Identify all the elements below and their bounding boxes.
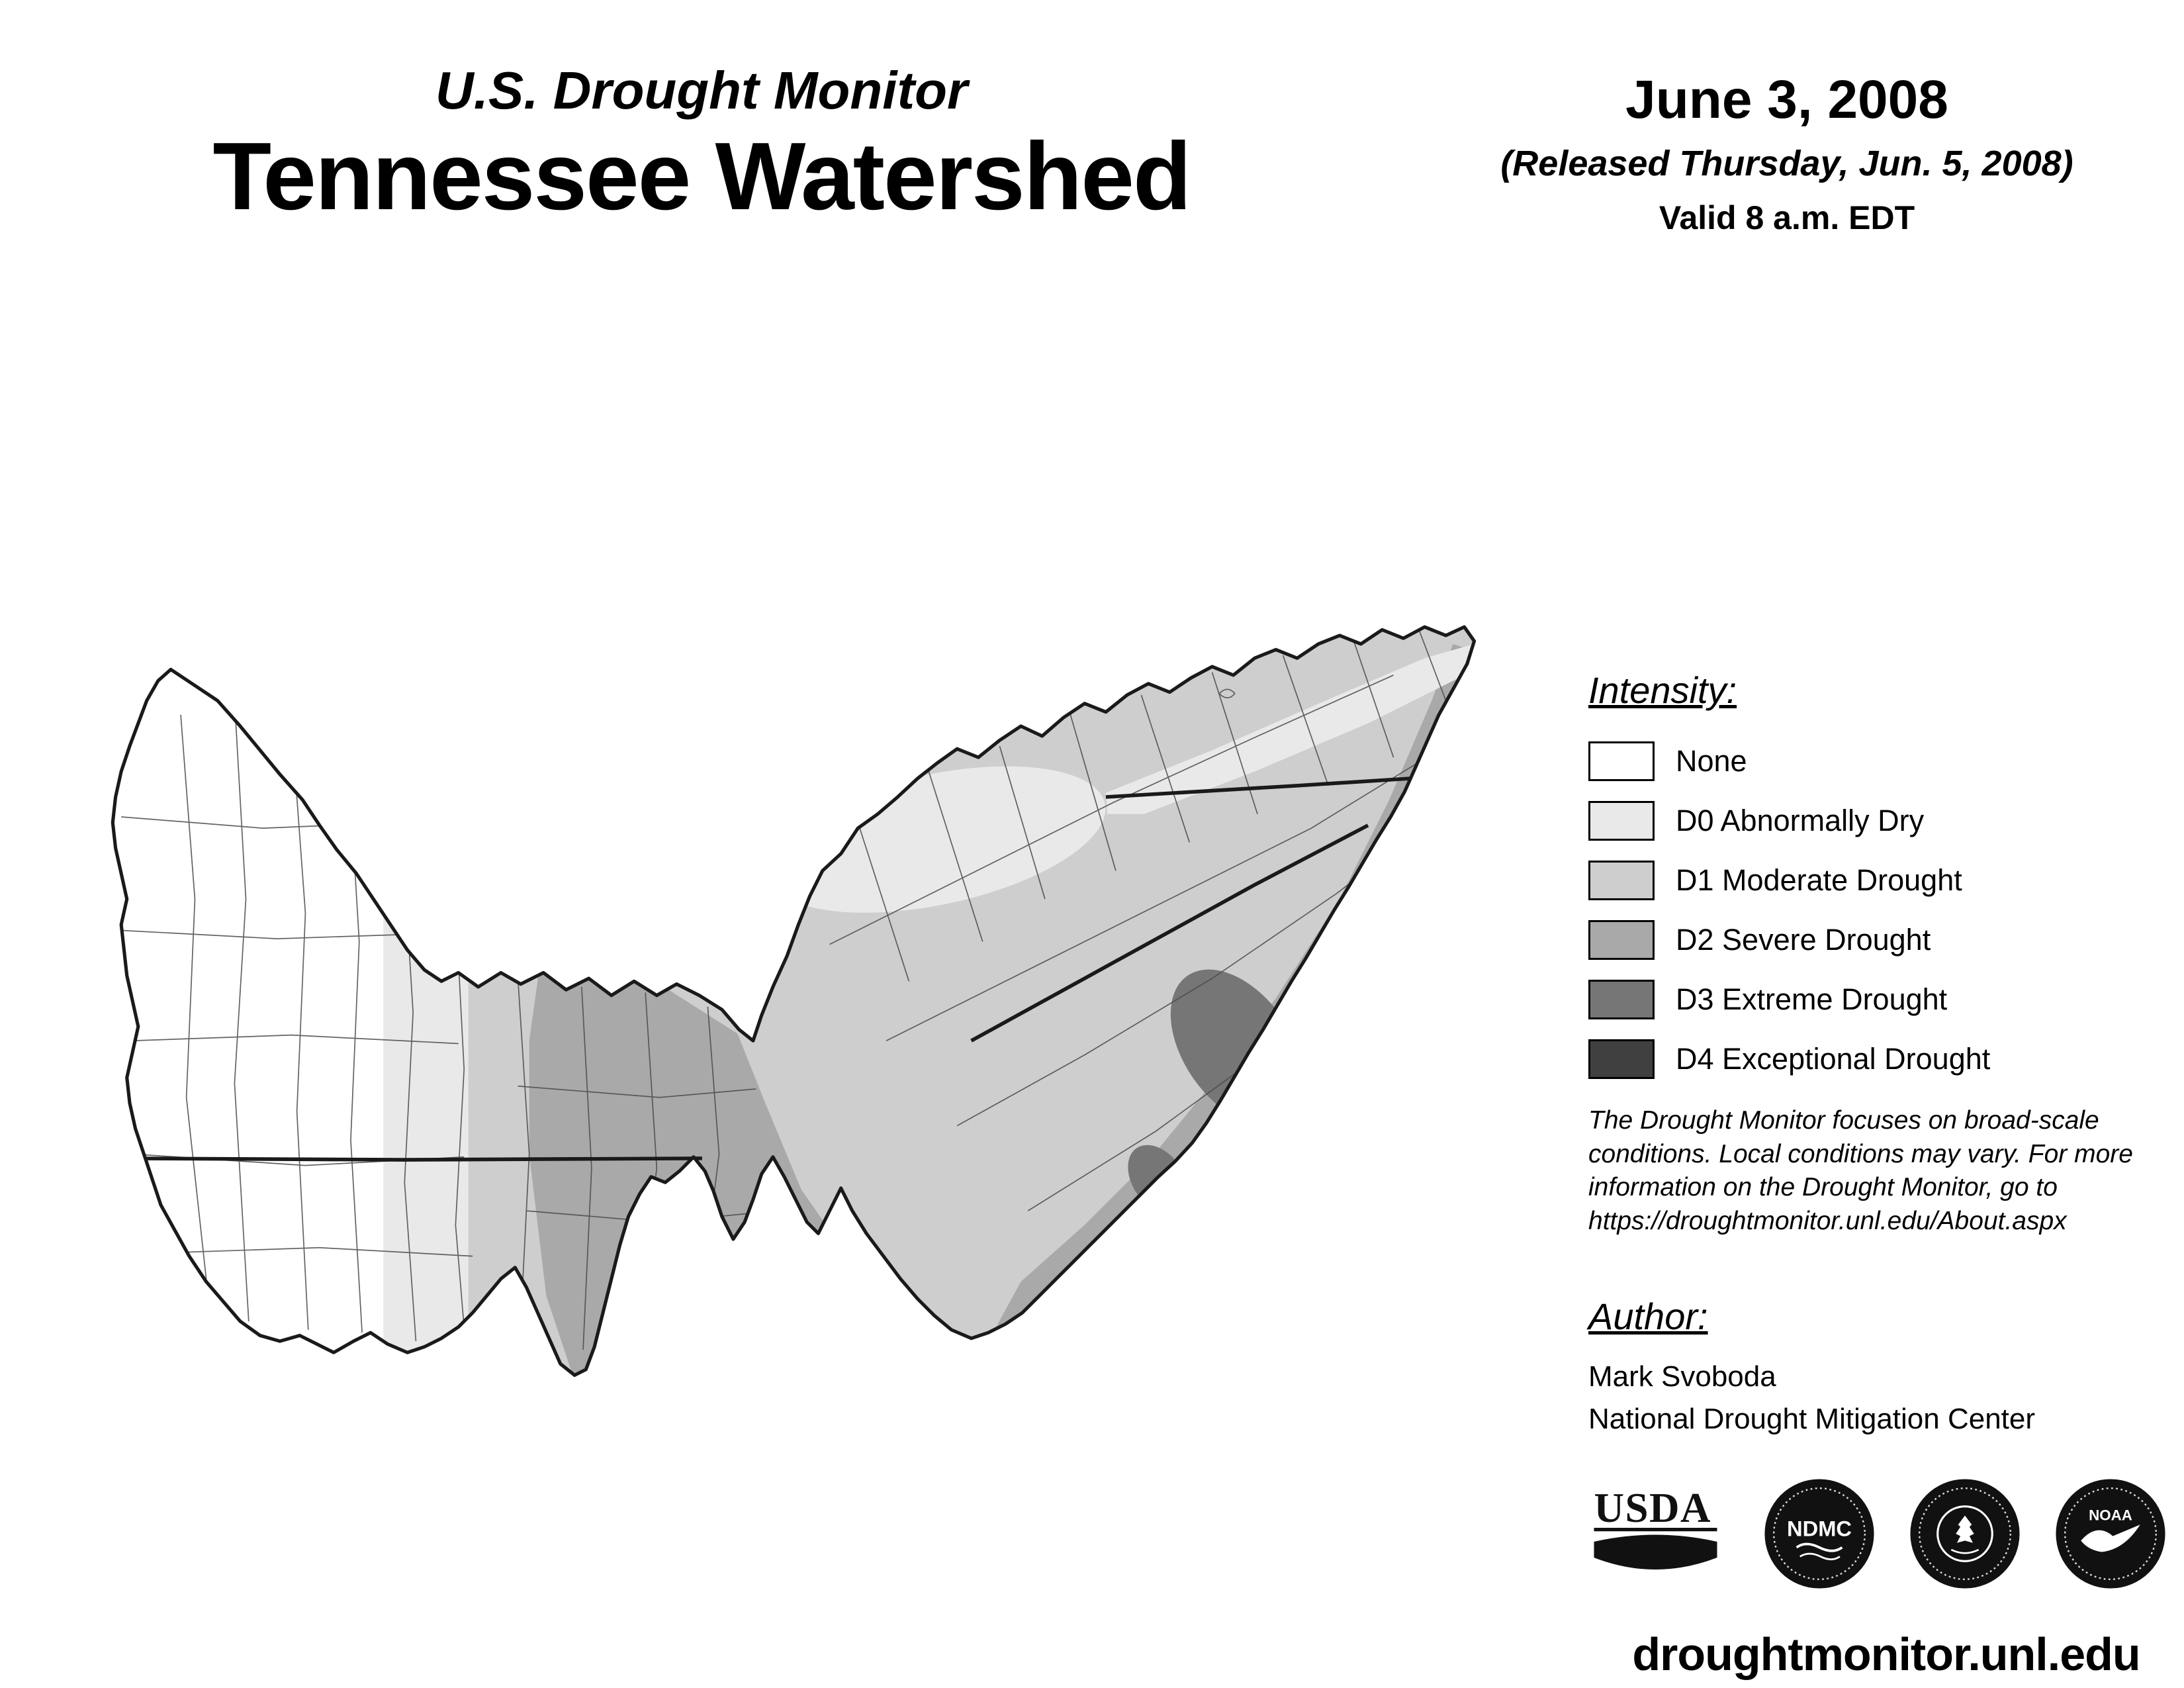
legend-swatch-d3	[1588, 980, 1655, 1019]
noaa-logo: NOAA	[2056, 1479, 2165, 1589]
author-organization: National Drought Mitigation Center	[1588, 1402, 2036, 1435]
legend-item: D3 Extreme Drought	[1588, 980, 2184, 1019]
intensity-legend: None D0 Abnormally Dry D1 Moderate Droug…	[1588, 741, 2184, 1079]
legend-heading: Intensity:	[1588, 669, 1737, 711]
title-block: U.S. Drought Monitor Tennessee Watershed	[165, 63, 1238, 226]
ndmc-logo: NDMC	[1764, 1479, 1874, 1589]
watershed-outline	[111, 625, 1477, 1378]
bird-wave-icon	[2081, 1524, 2140, 1552]
legend-label: None	[1676, 744, 1747, 778]
report-kicker: U.S. Drought Monitor	[435, 61, 968, 120]
legend-item: D0 Abnormally Dry	[1588, 801, 2184, 841]
legend-swatch-d4	[1588, 1039, 1655, 1079]
region-d0-north-strip	[1105, 643, 1475, 814]
legend-label: D1 Moderate Drought	[1676, 863, 1962, 897]
legend-label: D3 Extreme Drought	[1676, 982, 1948, 1016]
usda-logo: USDA	[1594, 1485, 1717, 1570]
usda-logo-text: USDA	[1594, 1485, 1712, 1531]
legend-swatch-none	[1588, 741, 1655, 781]
legend-label: D4 Exceptional Drought	[1676, 1042, 1991, 1076]
release-date: (Released Thursday, Jun. 5, 2008)	[1500, 144, 2073, 184]
legend-swatch-d2	[1588, 920, 1655, 960]
noaa-logo-text: NOAA	[2089, 1507, 2132, 1523]
legend-item: D1 Moderate Drought	[1588, 861, 2184, 900]
legend-item: D4 Exceptional Drought	[1588, 1039, 2184, 1079]
eagle-icon	[1956, 1515, 1974, 1543]
site-url: droughtmonitor.unl.edu	[1632, 1628, 2140, 1680]
drought-map	[111, 625, 1477, 1378]
legend-swatch-d0	[1588, 801, 1655, 841]
legend-label: D0 Abnormally Dry	[1676, 804, 1925, 837]
author-heading: Author:	[1588, 1295, 1708, 1337]
legend-label: D2 Severe Drought	[1676, 923, 1931, 957]
legend-swatch-d1	[1588, 861, 1655, 900]
agency-logos: USDA NDMC	[1588, 1474, 2184, 1593]
valid-time: Valid 8 a.m. EDT	[1659, 199, 1915, 237]
date-block: June 3, 2008 (Released Thursday, Jun. 5,…	[1430, 71, 2144, 237]
report-date: June 3, 2008	[1625, 70, 1948, 130]
disclaimer-text: The Drought Monitor focuses on broad-sca…	[1588, 1106, 2133, 1236]
page-title: Tennessee Watershed	[212, 122, 1192, 230]
commerce-seal-logo	[1910, 1479, 2020, 1589]
author-name: Mark Svoboda	[1588, 1360, 1776, 1393]
region-d2-southeast	[978, 643, 1475, 1360]
legend-item: None	[1588, 741, 2184, 781]
info-panel: Intensity: None D0 Abnormally Dry D1 Mod…	[1588, 669, 2184, 1681]
legend-item: D2 Severe Drought	[1588, 920, 2184, 960]
ndmc-logo-text: NDMC	[1787, 1516, 1852, 1540]
